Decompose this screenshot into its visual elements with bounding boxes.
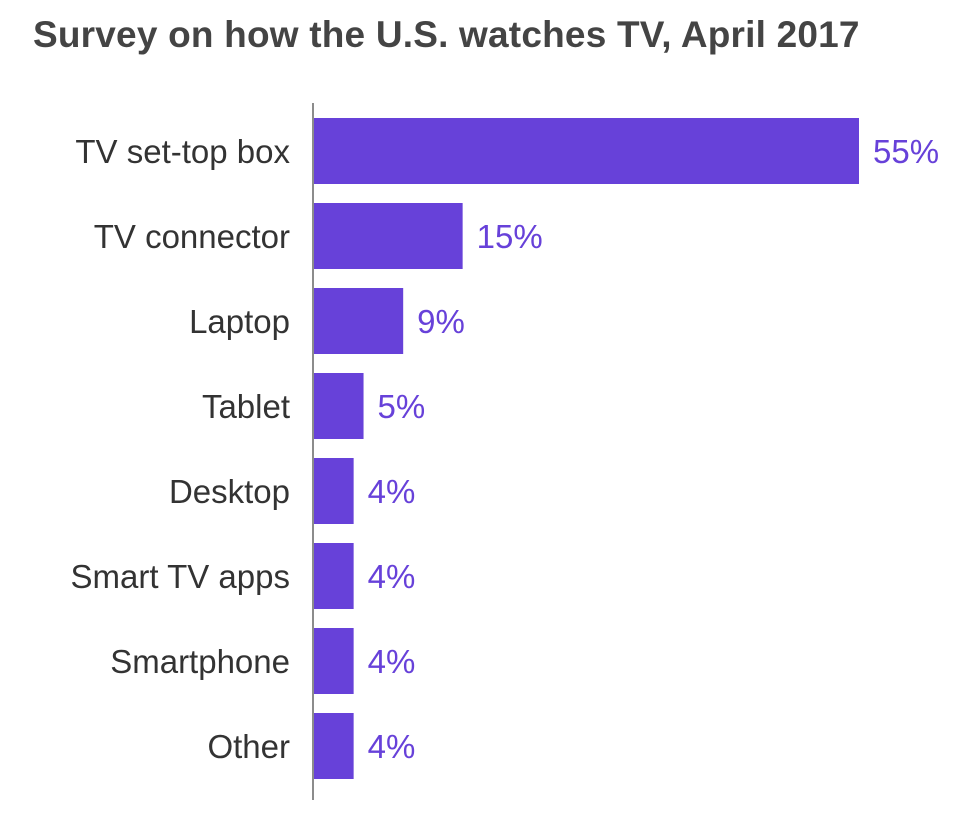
category-label: Desktop xyxy=(169,473,290,510)
bar xyxy=(314,118,859,184)
value-label: 4% xyxy=(368,643,416,680)
category-label: TV connector xyxy=(94,218,290,255)
bar xyxy=(314,543,354,609)
bar xyxy=(314,203,463,269)
category-label: Other xyxy=(207,728,290,765)
value-label: 15% xyxy=(477,218,543,255)
bar xyxy=(314,628,354,694)
value-label: 55% xyxy=(873,133,939,170)
value-label: 4% xyxy=(368,728,416,765)
category-label: Smartphone xyxy=(110,643,290,680)
value-label: 5% xyxy=(378,388,426,425)
category-label: Smart TV apps xyxy=(71,558,290,595)
value-label: 4% xyxy=(368,473,416,510)
chart-title: Survey on how the U.S. watches TV, April… xyxy=(33,14,860,55)
bar xyxy=(314,288,404,354)
value-label: 9% xyxy=(417,303,465,340)
category-label: Laptop xyxy=(189,303,290,340)
category-label: Tablet xyxy=(202,388,290,425)
category-label: TV set-top box xyxy=(75,133,290,170)
bar xyxy=(314,458,354,524)
bar xyxy=(314,373,364,439)
value-label: 4% xyxy=(368,558,416,595)
bar xyxy=(314,713,354,779)
